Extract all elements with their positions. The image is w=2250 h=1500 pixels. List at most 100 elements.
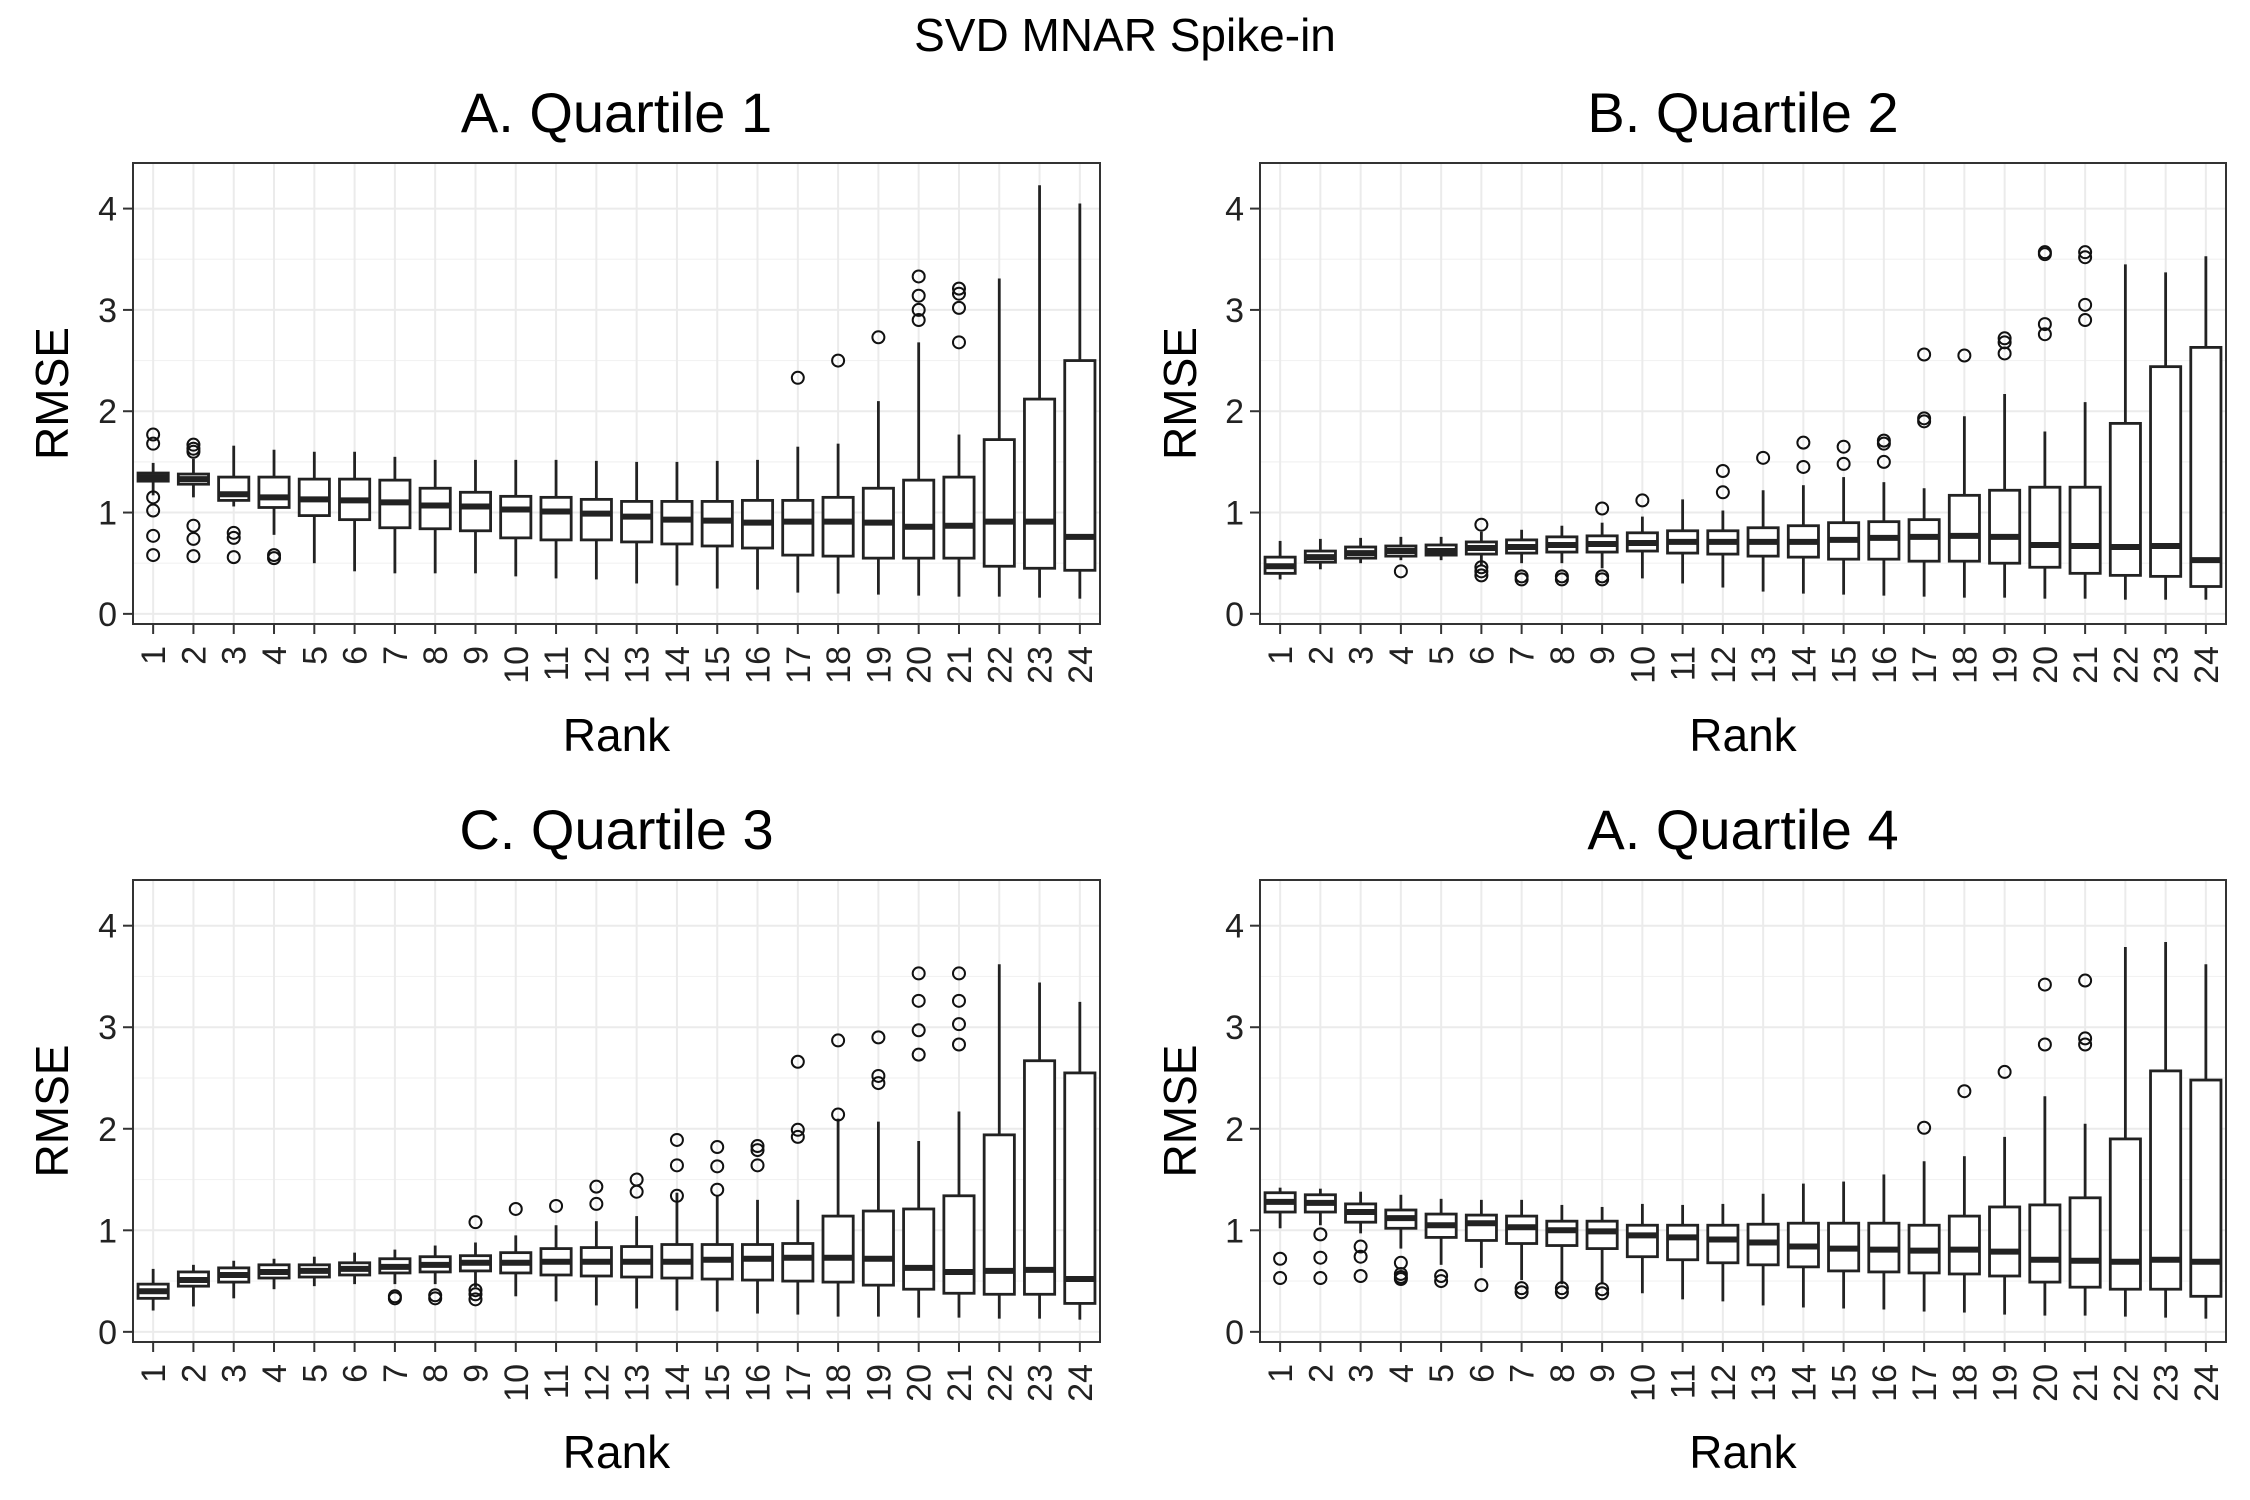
x-tick-label: 11 (1665, 646, 1703, 681)
outlier-point (1474, 560, 1489, 575)
outlier-point (1957, 348, 1972, 363)
box-iqr (1907, 518, 1941, 563)
x-tick-label: 8 (417, 646, 455, 665)
outlier-point (2037, 247, 2052, 262)
x-tick-label: 3 (1343, 646, 1381, 665)
outlier-point (2078, 297, 2093, 312)
box-4 (1384, 1194, 1418, 1287)
box-16 (1867, 1174, 1901, 1310)
outlier-point (1353, 1239, 1368, 1254)
x-tick-label: 5 (1423, 646, 1461, 665)
box-11 (1666, 499, 1700, 584)
box-24 (1063, 203, 1097, 599)
outlier-point (146, 528, 161, 543)
x-tick-label: 1 (135, 1364, 173, 1383)
box-1 (1263, 540, 1297, 580)
box-5 (1424, 536, 1458, 561)
x-tick-label: 5 (1423, 1364, 1461, 1383)
x-tick-label: 23 (1022, 646, 1060, 684)
box-21 (942, 281, 976, 597)
x-tick-label: 12 (1705, 646, 1743, 684)
box-iqr (499, 494, 533, 540)
box-iqr (982, 438, 1016, 568)
outlier-point (1554, 1281, 1569, 1296)
x-tick-label: 18 (1946, 1364, 1984, 1402)
box-20 (2028, 245, 2062, 599)
box-5 (1424, 1198, 1458, 1289)
outlier-point (146, 436, 161, 451)
x-tick-label: 6 (1463, 1364, 1501, 1383)
box-22 (2108, 264, 2142, 600)
box-15 (1827, 439, 1861, 595)
outlier-point (669, 1188, 684, 1203)
box-19 (1988, 331, 2022, 598)
box-23 (2149, 272, 2183, 600)
y-tick-label: 3 (1225, 292, 1244, 330)
panel-title: B. Quartile 2 (1587, 81, 1898, 144)
box-23 (1023, 982, 1057, 1319)
box-iqr (1063, 1071, 1097, 1305)
outlier-point (1474, 1278, 1489, 1293)
box-3 (217, 1260, 251, 1299)
x-tick-label: 24 (1062, 1364, 1100, 1402)
outlier-point (2037, 327, 2052, 342)
x-tick-label: 19 (860, 1364, 898, 1402)
outlier-point (1756, 450, 1771, 465)
box-20 (902, 966, 936, 1318)
outlier-point (750, 1158, 765, 1173)
outlier-point (951, 993, 966, 1008)
box-8 (418, 1245, 452, 1306)
outlier-point (951, 1017, 966, 1032)
x-tick-label: 8 (1544, 646, 1582, 665)
outlier-point (146, 427, 161, 442)
x-tick-label: 9 (1584, 1364, 1622, 1383)
x-tick-label: 5 (296, 646, 334, 665)
box-14 (1786, 435, 1820, 594)
outlier-point (750, 1139, 765, 1154)
box-7 (1505, 1199, 1539, 1300)
outlier-point (2078, 973, 2093, 988)
box-18 (1947, 1084, 1981, 1313)
box-iqr (1988, 1205, 2022, 1278)
box-iqr (2108, 1137, 2142, 1291)
outlier-point (911, 269, 926, 284)
outlier-point (468, 1215, 483, 1230)
outlier-point (1635, 493, 1650, 508)
y-tick-label: 0 (1225, 596, 1244, 634)
box-18 (821, 1033, 855, 1317)
outlier-point (1836, 439, 1851, 454)
outlier-point (951, 335, 966, 350)
box-17 (1907, 347, 1941, 597)
outlier-point (2078, 1037, 2093, 1052)
outlier-point (1514, 1281, 1529, 1296)
box-9 (458, 1215, 492, 1307)
box-18 (821, 353, 855, 594)
y-tick-label: 3 (98, 292, 117, 330)
outlier-point (831, 353, 846, 368)
x-tick-label: 20 (2027, 1364, 2065, 1402)
outlier-point (831, 1107, 846, 1122)
box-22 (982, 964, 1016, 1319)
outlier-point (710, 1140, 725, 1155)
x-tick-label: 7 (377, 646, 415, 665)
x-tick-label: 22 (981, 1364, 1019, 1402)
outlier-point (1796, 459, 1811, 474)
outlier-point (508, 1201, 523, 1216)
x-tick-label: 16 (1866, 646, 1904, 684)
box-7 (378, 456, 412, 574)
box-iqr (2189, 345, 2223, 588)
box-iqr (1545, 1219, 1579, 1247)
box-iqr (741, 1243, 775, 1282)
x-tick-label: 9 (457, 1364, 495, 1383)
x-tick-label: 13 (619, 646, 657, 684)
box-23 (2149, 941, 2183, 1318)
outlier-point (790, 1122, 805, 1137)
x-tick-label: 10 (1624, 1364, 1662, 1402)
outlier-point (1273, 1271, 1288, 1286)
y-tick-label: 3 (1225, 1009, 1244, 1047)
x-tick-label: 4 (1383, 1364, 1421, 1383)
outlier-point (871, 1030, 886, 1045)
x-tick-label: 16 (740, 646, 778, 684)
x-tick-label: 18 (820, 646, 858, 684)
outlier-point (226, 530, 241, 545)
